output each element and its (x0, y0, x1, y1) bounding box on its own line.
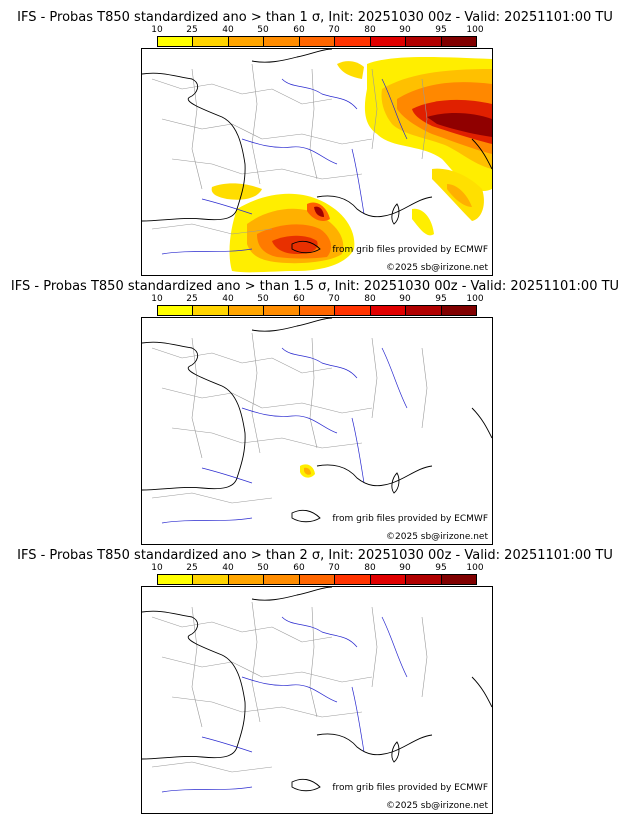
panel-title: IFS - Probas T850 standardized ano > tha… (17, 10, 613, 25)
coastline (142, 587, 492, 792)
colorbar-tick-label: 10 (151, 563, 163, 573)
colorbar-swatches (157, 305, 477, 316)
colorbar: 10 25 40 50 60 70 80 90 95 100 (151, 294, 484, 322)
map-panel-2: IFS - Probas T850 standardized ano > tha… (0, 279, 630, 549)
rivers (161, 616, 408, 793)
colorbar-swatch (228, 37, 265, 46)
map-frame: from grib files provided by ECMWF ©2025 … (141, 586, 493, 814)
map-frame: from grib files provided by ECMWF ©2025 … (141, 48, 493, 276)
colorbar-labels: 10 25 40 50 60 70 80 90 95 100 (151, 294, 483, 304)
admin-borders (151, 63, 428, 235)
colorbar-tick-label: 100 (466, 25, 484, 35)
colorbar-tick-label: 50 (257, 25, 269, 35)
colorbar-tick-label: 80 (364, 294, 376, 304)
colorbar-tick-label: 95 (435, 294, 447, 304)
colorbar-swatch (228, 575, 265, 584)
colorbar-tick-label: 60 (293, 294, 305, 304)
source-credit: from grib files provided by ECMWF (332, 783, 488, 793)
copyright-credit: ©2025 sb@irizone.net (386, 263, 488, 273)
colorbar-tick-label: 90 (399, 294, 411, 304)
colorbar: 10 25 40 50 60 70 80 90 95 100 (151, 25, 484, 53)
colorbar-swatch (406, 306, 442, 315)
colorbar-tick-label: 90 (399, 25, 411, 35)
colorbar-swatch (441, 306, 476, 315)
panel-title: IFS - Probas T850 standardized ano > tha… (10, 279, 620, 294)
colorbar-swatch (299, 37, 336, 46)
admin-borders (151, 332, 428, 504)
colorbar-tick-label: 100 (466, 563, 484, 573)
panel-title: IFS - Probas T850 standardized ano > tha… (17, 548, 613, 563)
colorbar-swatch (299, 575, 336, 584)
admin-borders (151, 601, 428, 773)
map-canvas (142, 318, 492, 524)
colorbar-swatch (370, 575, 407, 584)
colorbar-tick-label: 40 (222, 563, 234, 573)
colorbar-swatch (370, 306, 407, 315)
map-panel-1: IFS - Probas T850 standardized ano > tha… (0, 10, 630, 280)
colorbar-swatches (157, 36, 477, 47)
rivers (161, 78, 408, 255)
rivers (161, 347, 408, 524)
colorbar-tick-label: 25 (186, 294, 198, 304)
colorbar-tick-label: 25 (186, 25, 198, 35)
colorbar-tick-label: 60 (293, 563, 305, 573)
colorbar-tick-label: 70 (328, 25, 340, 35)
map-panel-3: IFS - Probas T850 standardized ano > tha… (0, 548, 630, 818)
probability-field (300, 464, 315, 478)
colorbar-tick-label: 90 (399, 563, 411, 573)
colorbar-swatch (193, 575, 229, 584)
colorbar-swatch (406, 37, 442, 46)
colorbar-tick-label: 40 (222, 294, 234, 304)
colorbar-tick-label: 10 (151, 25, 163, 35)
colorbar-swatch (406, 575, 442, 584)
colorbar-swatch (193, 306, 229, 315)
colorbar-swatch (299, 306, 336, 315)
colorbar-tick-label: 25 (186, 563, 198, 573)
colorbar-swatch (441, 37, 476, 46)
colorbar-swatch (335, 37, 371, 46)
colorbar-swatch (228, 306, 265, 315)
source-credit: from grib files provided by ECMWF (332, 245, 488, 255)
colorbar-tick-label: 10 (151, 294, 163, 304)
colorbar-swatch (158, 306, 194, 315)
source-credit: from grib files provided by ECMWF (332, 514, 488, 524)
colorbar-tick-label: 80 (364, 25, 376, 35)
colorbar-swatch (158, 575, 194, 584)
colorbar-swatch (441, 575, 476, 584)
copyright-credit: ©2025 sb@irizone.net (386, 532, 488, 542)
colorbar-tick-label: 95 (435, 25, 447, 35)
colorbar-tick-label: 40 (222, 25, 234, 35)
colorbar-swatch (193, 37, 229, 46)
colorbar-swatch (370, 37, 407, 46)
colorbar-labels: 10 25 40 50 60 70 80 90 95 100 (151, 563, 483, 573)
map-canvas (142, 587, 492, 793)
colorbar-tick-label: 70 (328, 294, 340, 304)
colorbar-swatch (264, 306, 300, 315)
colorbar-labels: 10 25 40 50 60 70 80 90 95 100 (151, 25, 483, 35)
map-frame: from grib files provided by ECMWF ©2025 … (141, 317, 493, 545)
colorbar: 10 25 40 50 60 70 80 90 95 100 (151, 563, 484, 591)
colorbar-swatch (335, 575, 371, 584)
colorbar-tick-label: 95 (435, 563, 447, 573)
probability-field (211, 56, 492, 273)
colorbar-swatch (264, 575, 300, 584)
colorbar-tick-label: 80 (364, 563, 376, 573)
colorbar-swatch (158, 37, 194, 46)
colorbar-swatches (157, 574, 477, 585)
colorbar-tick-label: 50 (257, 294, 269, 304)
colorbar-tick-label: 50 (257, 563, 269, 573)
map-canvas (142, 49, 492, 273)
colorbar-tick-label: 60 (293, 25, 305, 35)
coastline (142, 318, 492, 523)
colorbar-tick-label: 70 (328, 563, 340, 573)
colorbar-swatch (335, 306, 371, 315)
colorbar-tick-label: 100 (466, 294, 484, 304)
coastline (142, 49, 492, 254)
colorbar-swatch (264, 37, 300, 46)
copyright-credit: ©2025 sb@irizone.net (386, 801, 488, 811)
